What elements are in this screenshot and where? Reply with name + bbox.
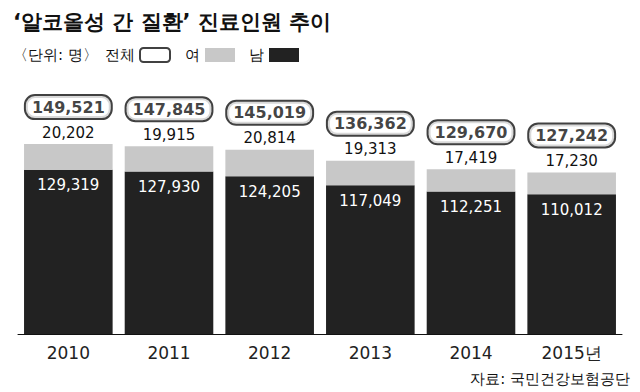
svg-text:149,521: 149,521 [32, 98, 105, 117]
svg-text:‘알코올성 간 질환’ 진료인원 추이: ‘알코올성 간 질환’ 진료인원 추이 [13, 10, 331, 34]
svg-text:117,049: 117,049 [339, 192, 401, 210]
svg-text:112,251: 112,251 [440, 198, 502, 216]
svg-text:19,313: 19,313 [344, 140, 397, 158]
svg-text:129,670: 129,670 [435, 123, 508, 142]
svg-text:147,845: 147,845 [133, 100, 206, 119]
svg-text:136,362: 136,362 [334, 114, 407, 133]
svg-text:2013: 2013 [349, 343, 392, 363]
svg-text:자료: 국민건강보험공단: 자료: 국민건강보험공단 [470, 370, 630, 388]
svg-text:2011: 2011 [147, 343, 190, 363]
svg-text:여: 여 [185, 46, 200, 64]
svg-text:129,319: 129,319 [37, 176, 99, 194]
svg-text:145,019: 145,019 [233, 103, 306, 122]
svg-text:124,205: 124,205 [239, 183, 301, 201]
svg-text:2015년: 2015년 [542, 343, 602, 363]
svg-text:〈단위: 명〉: 〈단위: 명〉 [13, 46, 98, 64]
svg-text:20,814: 20,814 [243, 129, 296, 147]
svg-text:2014: 2014 [449, 343, 492, 363]
svg-text:17,230: 17,230 [545, 152, 598, 170]
svg-text:127,242: 127,242 [535, 126, 608, 145]
svg-text:17,419: 17,419 [445, 149, 498, 167]
svg-text:20,202: 20,202 [42, 124, 95, 142]
svg-text:127,930: 127,930 [138, 178, 200, 196]
svg-text:2012: 2012 [248, 343, 291, 363]
svg-text:19,915: 19,915 [143, 126, 196, 144]
svg-text:110,012: 110,012 [541, 201, 603, 219]
svg-text:2010: 2010 [47, 343, 90, 363]
svg-text:전체: 전체 [105, 46, 135, 64]
svg-text:남: 남 [249, 46, 264, 64]
